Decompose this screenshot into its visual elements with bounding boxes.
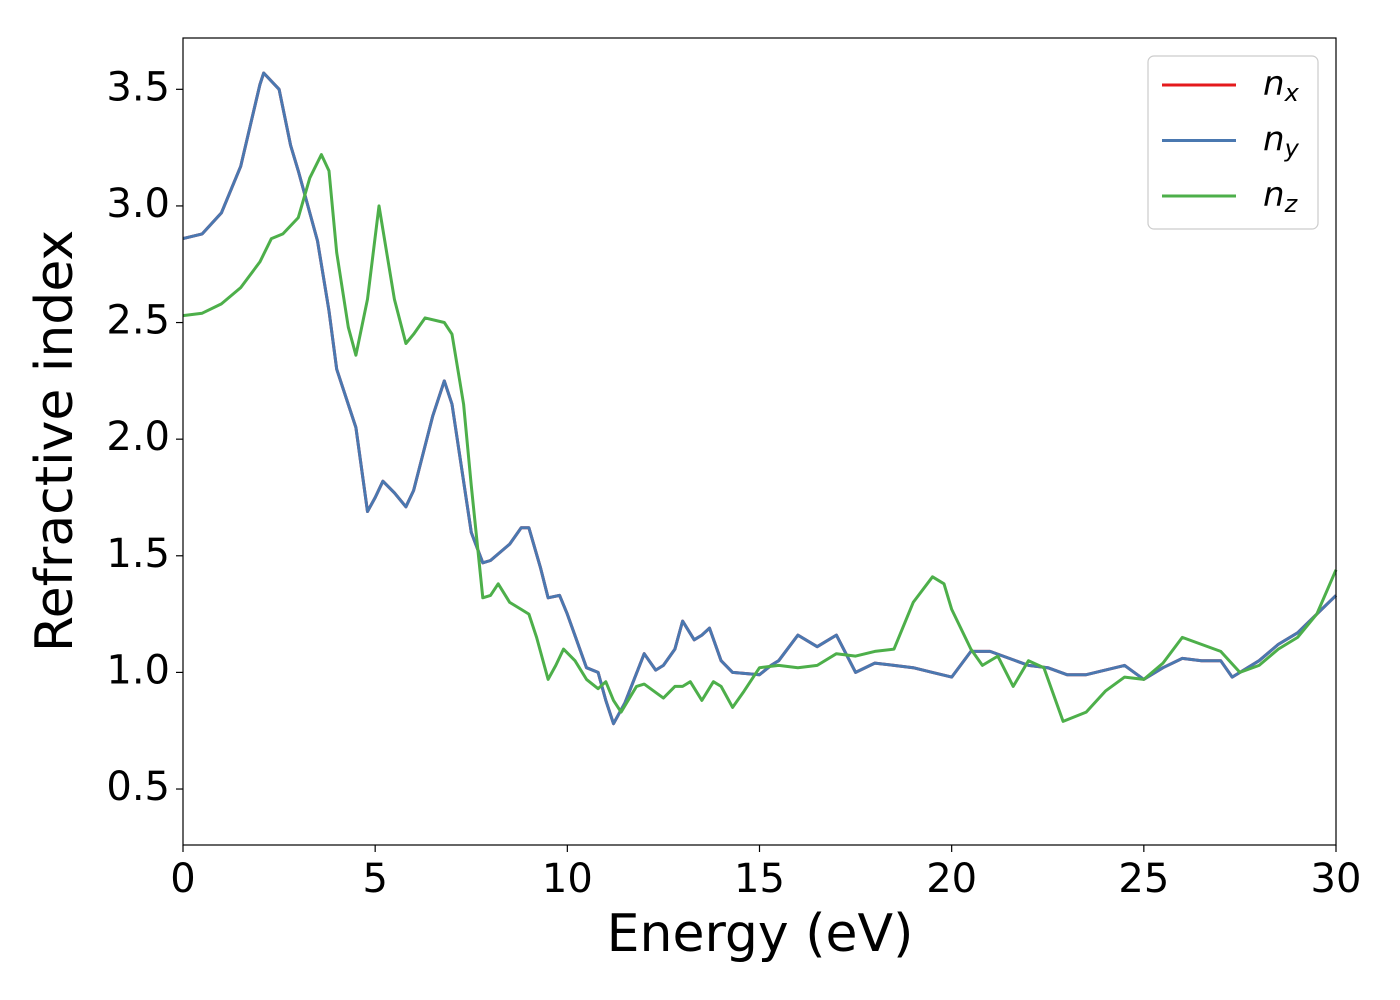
legend-label: ny (1263, 119, 1300, 163)
x-tick-label: 30 (1311, 856, 1362, 902)
y-axis-label: Refractive index (25, 230, 85, 652)
x-tick-label: 0 (170, 856, 195, 902)
y-tick-label: 2.5 (106, 298, 170, 344)
x-tick-label: 20 (926, 856, 977, 902)
data-line (182, 71, 1338, 726)
y-tick-label: 3.5 (106, 64, 170, 110)
x-tick-label: 5 (362, 856, 387, 902)
x-tick-label: 25 (1118, 856, 1169, 902)
y-tick-label: 3.0 (106, 181, 170, 227)
legend-box (1147, 55, 1319, 230)
legend-label: nz (1263, 175, 1299, 219)
y-tick-label: 1.5 (106, 531, 170, 577)
legend: nx ny nz (1147, 55, 1319, 230)
x-axis-label: Energy (eV) (607, 904, 914, 964)
y-tick-label: 0.5 (106, 764, 170, 810)
legend-label: nx (1263, 64, 1300, 108)
y-tick-label: 1.0 (106, 647, 170, 693)
x-tick-label: 10 (542, 856, 593, 902)
data-line (182, 153, 1338, 723)
x-tick-label: 15 (734, 856, 785, 902)
y-tick-label: 2.0 (106, 414, 170, 460)
